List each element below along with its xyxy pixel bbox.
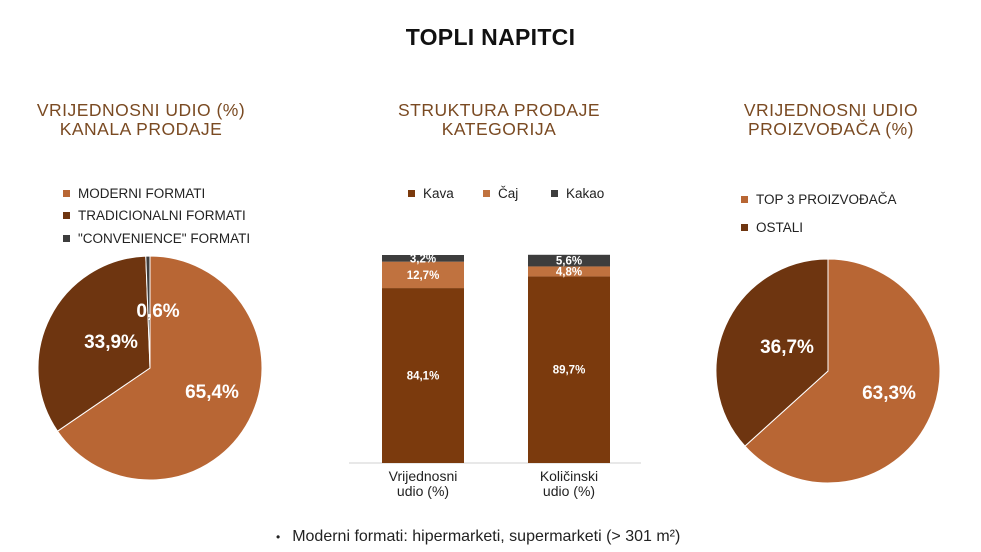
bullet-icon: • — [276, 529, 281, 544]
channels-slice-0 — [56, 255, 263, 481]
legend-label: TRADICIONALNI FORMATI — [78, 208, 246, 223]
legend-label: MODERNI FORMATI — [78, 186, 206, 201]
producers-slice-1 — [715, 258, 829, 447]
legend-item-convenience: "CONVENIENCE" FORMATI — [63, 231, 250, 246]
legend-label: Čaj — [498, 186, 519, 201]
category-label-1-line1: Količinski — [540, 468, 598, 484]
category-label-0-line2: udio (%) — [397, 483, 449, 499]
panel-title-category-structure: STRUKTURA PRODAJE KATEGORIJA — [398, 100, 600, 139]
page-title: TOPLI NAPITCI — [405, 24, 576, 50]
legend-swatch — [483, 190, 490, 197]
legend-item-modern: MODERNI FORMATI — [63, 186, 205, 201]
bar-label-0-2: 3,2% — [410, 253, 436, 265]
channels-slice-label-1: 33,9% — [84, 332, 138, 353]
bar-0-2 — [382, 255, 464, 262]
legend-item-ostali: OSTALI — [741, 220, 803, 235]
bar-label-0-0: 84,1% — [407, 371, 440, 383]
panel-title-channels: VRIJEDNOSNI UDIO (%) KANALA PRODAJE — [36, 100, 246, 139]
producers-slice-label-1: 36,7% — [760, 337, 814, 358]
bar-label-0-1: 12,7% — [407, 270, 440, 282]
legend-swatch — [63, 190, 70, 197]
bar-label-1-0: 89,7% — [553, 365, 586, 377]
producers-slice-0 — [744, 258, 941, 484]
legend-item-kava: Kava — [408, 186, 454, 201]
bar-0-1 — [382, 261, 464, 289]
legend-item-traditional: TRADICIONALNI FORMATI — [63, 208, 246, 223]
legend-item-caj: Čaj — [483, 186, 518, 201]
bar-1-0 — [528, 276, 610, 463]
legend-swatch — [63, 212, 70, 219]
producers-slice-label-0: 63,3% — [862, 383, 916, 404]
bar-1-2 — [528, 254, 610, 267]
legend-label: OSTALI — [756, 220, 804, 235]
legend-label: TOP 3 PROIZVOĐAČA — [756, 192, 897, 207]
legend-item-top3: TOP 3 PROIZVOĐAČA — [741, 192, 897, 207]
channels-slice-2 — [145, 255, 151, 369]
legend-label: "CONVENIENCE" FORMATI — [78, 231, 251, 246]
legend-swatch — [63, 235, 70, 242]
bar-label-1-1: 4,8% — [556, 266, 582, 278]
panel-title-producers: VRIJEDNOSNI UDIO PROIZVOĐAČA (%) — [743, 100, 919, 139]
bar-label-1-2: 5,6% — [556, 256, 582, 268]
legend-label: Kakao — [566, 186, 605, 201]
legend-swatch — [741, 196, 748, 203]
legend-swatch — [408, 190, 415, 197]
footnote: • Moderni formati: hipermarketi, supermar… — [276, 528, 680, 546]
category-label-0-line1: Vrijednosni — [389, 468, 458, 484]
bar-0-0 — [382, 288, 464, 463]
legend-swatch — [551, 190, 558, 197]
bar-1-1 — [528, 266, 610, 277]
channels-slice-label-2: 0,6% — [136, 301, 179, 322]
channels-slice-1 — [37, 255, 151, 432]
legend-label: Kava — [423, 186, 454, 201]
legend-swatch — [741, 224, 748, 231]
channels-slice-label-0: 65,4% — [185, 382, 239, 403]
footnote-text: Moderni formati: hipermarketi, supermark… — [292, 528, 681, 545]
legend-item-kakao: Kakao — [551, 186, 604, 201]
category-label-1-line2: udio (%) — [543, 483, 595, 499]
